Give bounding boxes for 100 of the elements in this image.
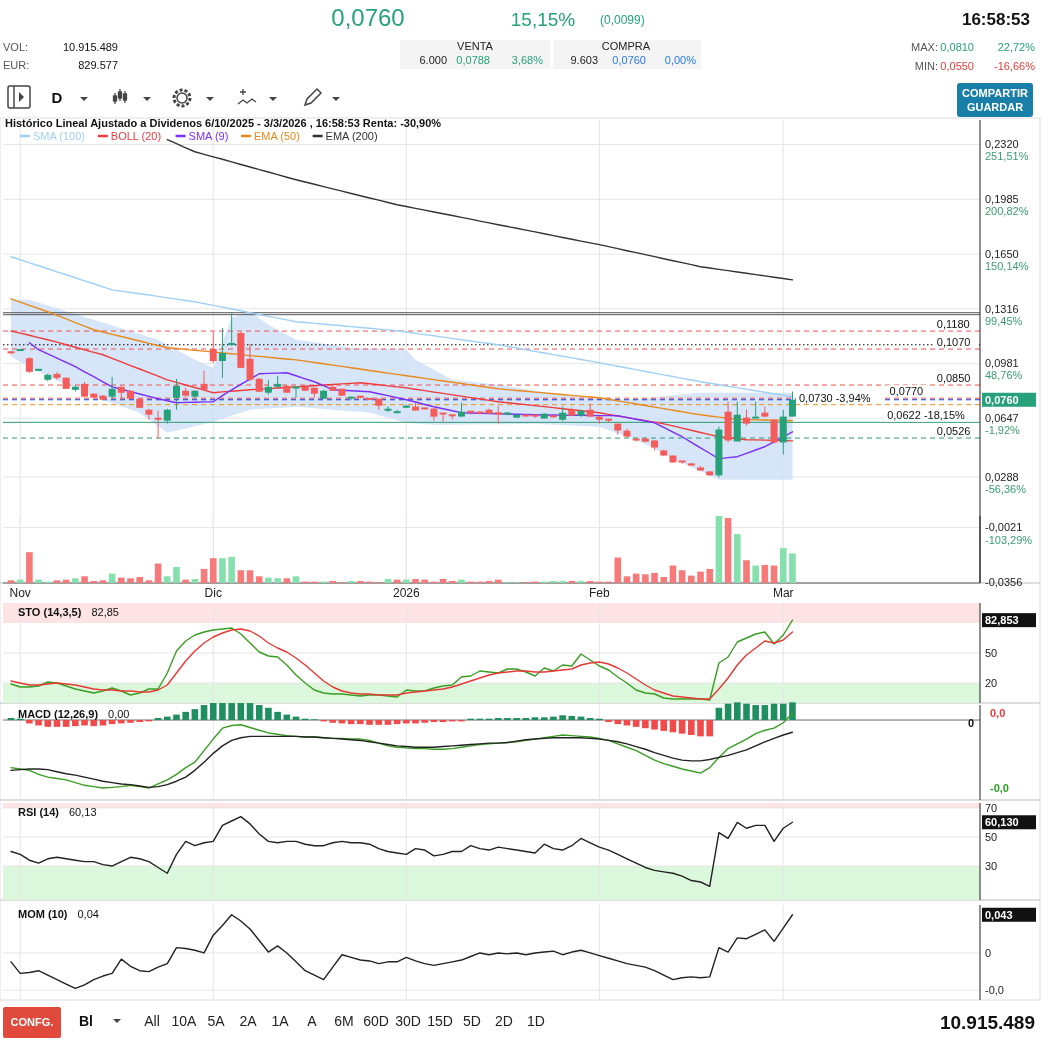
chart-subtitle: 60,13 (68, 806, 97, 818)
bar (706, 720, 714, 737)
y2-tick-label: 99,45% (985, 314, 1023, 327)
y-tick-label: 70 (985, 801, 998, 814)
bar (44, 720, 52, 727)
candlestick (145, 408, 153, 421)
bar (540, 717, 548, 721)
ref-line-label: 0,0770 (889, 385, 924, 398)
bar (35, 720, 42, 726)
chart-subtitle: 0,04 (77, 908, 99, 920)
text: 16:58:53 (961, 10, 1030, 29)
bar (173, 714, 180, 721)
bar (329, 580, 337, 583)
y-tick-label: -0,0 (985, 984, 1004, 997)
bar (494, 717, 502, 721)
bar (209, 703, 217, 721)
bar (237, 570, 245, 583)
bar (154, 717, 162, 721)
bar (733, 534, 741, 583)
bar (421, 720, 429, 723)
bar (274, 578, 281, 583)
bar (145, 580, 153, 583)
bar (550, 580, 557, 583)
bar (246, 570, 254, 583)
y2-tick-label: -1,92% (985, 424, 1021, 437)
y-tick-label: 50 (985, 830, 998, 843)
candlestick (752, 401, 760, 419)
bar (752, 705, 759, 721)
bar (651, 572, 658, 583)
line-series (10, 330, 794, 442)
legend-label: BOLL (20) (110, 130, 162, 142)
bar (448, 580, 456, 583)
bar (779, 548, 787, 583)
bar (173, 566, 180, 583)
bar (577, 580, 585, 583)
y2-tick-label: -103,29% (985, 533, 1033, 546)
text: (0,0099) (600, 13, 645, 27)
candlestick (172, 378, 180, 411)
bar (430, 720, 438, 723)
text: EUR: (3, 59, 30, 71)
chart-title: STO (14,3,5) (18, 606, 82, 618)
bar (90, 580, 98, 583)
y2-tick-label: 48,76% (985, 369, 1023, 382)
text: 5D (463, 1013, 481, 1029)
line-series (28, 342, 794, 460)
text: 30D (395, 1013, 421, 1029)
x-tick-label: 2026 (392, 586, 420, 600)
legend-label: SMA (100) (33, 130, 85, 142)
text: 0,0788 (456, 54, 490, 66)
bar (651, 720, 658, 730)
bar (292, 576, 300, 583)
text: 2A (239, 1013, 258, 1029)
text: VENTA (457, 40, 494, 52)
bar (660, 576, 668, 583)
bar (697, 720, 704, 737)
text: 0,0760 (331, 4, 405, 31)
bar (724, 518, 732, 583)
y-tick-label: 0,0288 (985, 470, 1019, 483)
bar (26, 552, 33, 583)
bar (642, 574, 649, 583)
text: A (307, 1013, 318, 1029)
ref-line-label: 0,0622 -18,15% (887, 409, 966, 422)
bar (200, 705, 208, 721)
bar (53, 580, 61, 583)
text: 82,853 (985, 614, 1019, 626)
text: CONFG. (10, 1016, 54, 1028)
y2-tick-label: 200,82% (985, 205, 1029, 218)
y2-tick-label: 251,51% (985, 150, 1029, 163)
bar (614, 557, 622, 583)
text: 0 (968, 716, 975, 729)
bar (163, 576, 171, 583)
text: 0,0550 (940, 60, 974, 72)
bar (522, 717, 530, 721)
y-tick-label: 0,2320 (985, 138, 1019, 151)
text: VOL: (3, 41, 29, 53)
x-tick-label: Dic (204, 586, 222, 600)
x-tick-label: Nov (9, 586, 31, 600)
legend-label: EMA (50) (254, 130, 300, 142)
y-tick-label: 0,0981 (985, 357, 1019, 370)
candlestick (200, 370, 208, 392)
text: 0,0 (990, 706, 1006, 719)
bar (586, 580, 594, 583)
text: 9.603 (570, 54, 598, 66)
y-tick-label: 0,0647 (985, 412, 1019, 425)
x-tick-label: Feb (589, 586, 611, 600)
bar (485, 580, 493, 583)
text: 5A (207, 1013, 226, 1029)
bar (118, 720, 125, 724)
legend-label: EMA (200) (325, 130, 378, 142)
bar (99, 580, 107, 583)
bar (504, 717, 511, 721)
bar (237, 703, 245, 721)
bar (403, 720, 410, 724)
chart-title: Histórico Lineal Ajustado a Dividenos 6/10/2025 - 3/3/2026 , 16:58:53 Renta: -30,90% (5, 117, 442, 129)
candlestick (788, 391, 796, 418)
bar (26, 720, 33, 724)
text: Bl (79, 1013, 93, 1029)
bar (265, 707, 272, 721)
ref-line-label: 0,0526 (936, 425, 971, 438)
text: 0,0810 (940, 41, 974, 53)
